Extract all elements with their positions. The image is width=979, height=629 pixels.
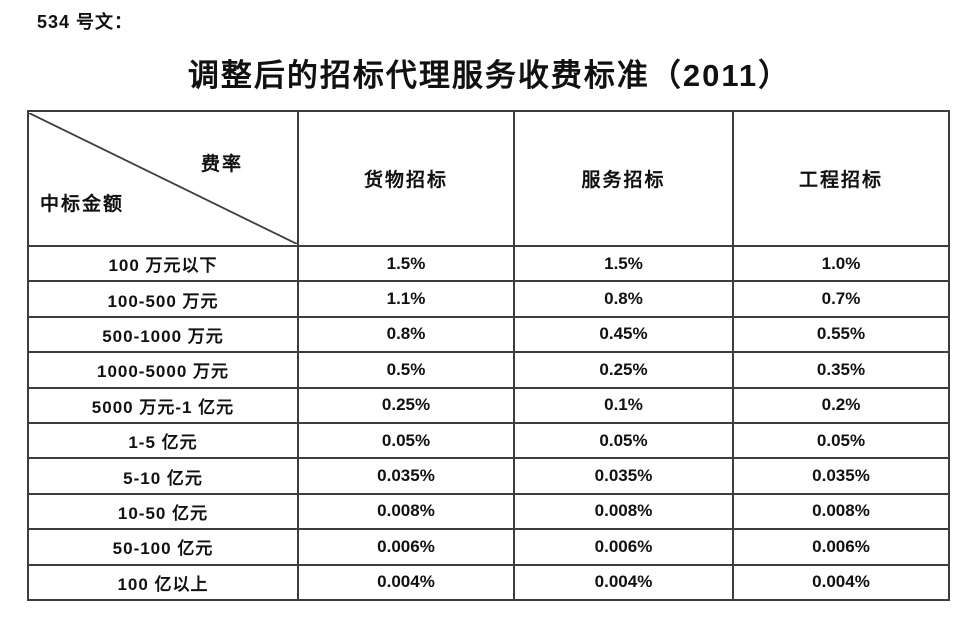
rate-cell: 0.008% [297, 492, 515, 531]
column-header-works: 工程招标 [732, 110, 950, 247]
rate-cell: 1.0% [732, 244, 950, 283]
diagonal-divider-line [29, 113, 297, 244]
rate-cell: 0.35% [732, 351, 950, 389]
table-row: 10-50 亿元 0.008% 0.008% 0.008% [27, 492, 950, 531]
rate-cell: 0.7% [732, 280, 950, 318]
table-row: 5000 万元-1 亿元 0.25% 0.1% 0.2% [27, 386, 950, 424]
diagonal-corner-box: 费率 中标金额 [29, 113, 297, 244]
rate-cell: 1.1% [297, 280, 515, 318]
rate-cell: 0.006% [297, 528, 515, 566]
rate-cell: 0.004% [513, 563, 734, 601]
column-header-goods: 货物招标 [297, 110, 515, 247]
rate-cell: 0.25% [513, 351, 734, 389]
rate-cell: 0.5% [297, 351, 515, 389]
row-label: 5-10 亿元 [27, 457, 299, 495]
corner-label-amount: 中标金额 [40, 194, 125, 215]
row-label: 5000 万元-1 亿元 [27, 386, 299, 424]
rate-cell: 0.035% [513, 457, 734, 495]
rate-cell: 0.004% [732, 563, 950, 601]
doc-number-label: 534 号文： [37, 12, 134, 32]
table-row: 5-10 亿元 0.035% 0.035% 0.035% [27, 457, 950, 495]
diagonal-corner-cell: 费率 中标金额 [27, 110, 299, 247]
column-header-services: 服务招标 [513, 110, 734, 247]
row-label: 50-100 亿元 [27, 528, 299, 566]
rate-cell: 0.2% [732, 386, 950, 424]
row-label: 100 亿以上 [27, 563, 299, 601]
rate-cell: 0.05% [297, 421, 515, 460]
page-title: 调整后的招标代理服务收费标准（2011） [187, 58, 792, 93]
table-row: 100-500 万元 1.1% 0.8% 0.7% [27, 280, 950, 318]
fee-standard-table: 费率 中标金额 货物招标 服务招标 工程招标 100 万元以下 1.5% 1.5… [27, 110, 950, 601]
rate-cell: 0.05% [513, 421, 734, 460]
rate-cell: 1.5% [297, 244, 515, 283]
row-label: 100 万元以下 [27, 244, 299, 283]
table-row: 100 万元以下 1.5% 1.5% 1.0% [27, 244, 950, 283]
rate-cell: 0.8% [513, 280, 734, 318]
row-label: 500-1000 万元 [27, 315, 299, 354]
table-header-row: 费率 中标金额 货物招标 服务招标 工程招标 [27, 110, 950, 247]
rate-cell: 0.1% [513, 386, 734, 424]
table-row: 100 亿以上 0.004% 0.004% 0.004% [27, 563, 950, 601]
rate-cell: 0.004% [297, 563, 515, 601]
rate-cell: 0.45% [513, 315, 734, 354]
rate-cell: 0.035% [297, 457, 515, 495]
row-label: 1000-5000 万元 [27, 351, 299, 389]
rate-cell: 0.008% [732, 492, 950, 531]
rate-cell: 0.035% [732, 457, 950, 495]
table-row: 50-100 亿元 0.006% 0.006% 0.006% [27, 528, 950, 566]
rate-cell: 0.006% [513, 528, 734, 566]
rate-cell: 0.25% [297, 386, 515, 424]
rate-cell: 0.006% [732, 528, 950, 566]
table-row: 1000-5000 万元 0.5% 0.25% 0.35% [27, 351, 950, 389]
corner-label-rate: 费率 [201, 154, 244, 175]
row-label: 10-50 亿元 [27, 492, 299, 531]
rate-cell: 0.008% [513, 492, 734, 531]
table-row: 500-1000 万元 0.8% 0.45% 0.55% [27, 315, 950, 354]
rate-cell: 0.05% [732, 421, 950, 460]
table-row: 1-5 亿元 0.05% 0.05% 0.05% [27, 421, 950, 460]
rate-cell: 1.5% [513, 244, 734, 283]
rate-cell: 0.8% [297, 315, 515, 354]
rate-cell: 0.55% [732, 315, 950, 354]
row-label: 100-500 万元 [27, 280, 299, 318]
row-label: 1-5 亿元 [27, 421, 299, 460]
